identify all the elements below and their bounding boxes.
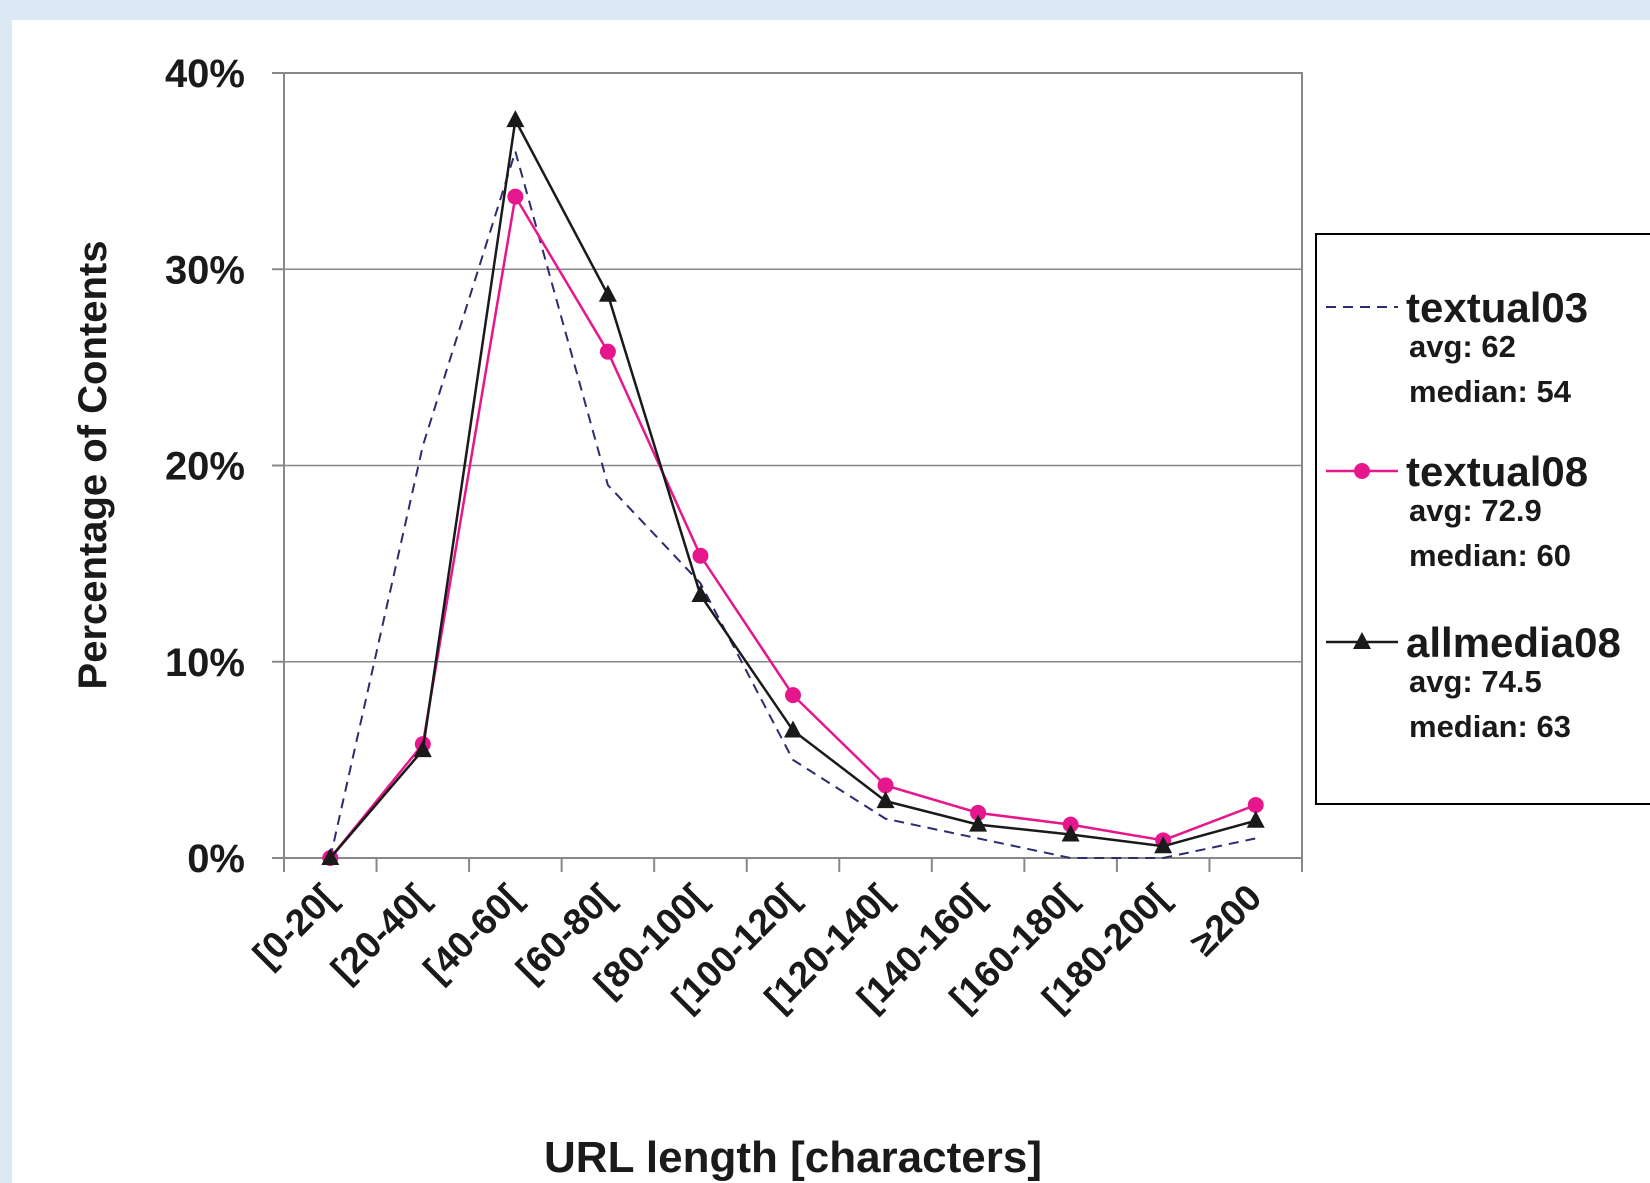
data-point-circle bbox=[507, 188, 524, 205]
y-tick-label: 30% bbox=[165, 248, 245, 292]
y-tick-label: 40% bbox=[165, 52, 245, 96]
data-point-circle bbox=[692, 547, 709, 564]
data-point-triangle bbox=[969, 814, 988, 832]
data-point-triangle bbox=[321, 848, 340, 865]
data-point-triangle bbox=[784, 720, 802, 738]
gridlines bbox=[284, 268, 1302, 663]
data-point-triangle bbox=[876, 791, 895, 809]
data-point-circle bbox=[1354, 463, 1370, 479]
data-point-circle bbox=[599, 343, 616, 360]
y-tick-label: 10% bbox=[165, 641, 245, 685]
legend-avg: avg: 72.9 bbox=[1409, 493, 1542, 528]
data-point-triangle bbox=[691, 585, 710, 603]
data-point-circle bbox=[785, 687, 801, 704]
y-tick-label: 20% bbox=[165, 445, 245, 489]
y-axis: 0% 10% 20% 30% 40% bbox=[165, 52, 284, 881]
data-point-triangle bbox=[1353, 632, 1371, 649]
legend-box bbox=[1315, 233, 1650, 805]
data-point-circle bbox=[1247, 797, 1264, 814]
data-point-circle bbox=[970, 804, 987, 821]
legend-median: median: 54 bbox=[1409, 374, 1572, 409]
data-point-triangle bbox=[1154, 836, 1173, 854]
series-allmedia08 bbox=[321, 110, 1265, 865]
legend-avg: avg: 74.5 bbox=[1409, 664, 1542, 699]
data-point-circle bbox=[877, 777, 894, 794]
series-textual03 bbox=[329, 147, 1256, 859]
y-tick-label: 0% bbox=[187, 837, 245, 881]
data-point-triangle bbox=[598, 284, 617, 302]
legend-series-name: textual03 bbox=[1406, 284, 1588, 331]
legend-series-name: allmedia08 bbox=[1406, 619, 1621, 666]
series-line bbox=[329, 147, 1256, 859]
legend-series-name: textual08 bbox=[1406, 448, 1588, 495]
data-point-triangle bbox=[506, 110, 525, 128]
y-axis-title: Percentage of Contents bbox=[71, 241, 115, 690]
legend-median: median: 63 bbox=[1409, 709, 1571, 744]
data-point-triangle bbox=[413, 740, 432, 758]
data-point-triangle bbox=[1061, 824, 1080, 842]
legend-median: median: 60 bbox=[1409, 538, 1571, 573]
legend-avg: avg: 62 bbox=[1409, 329, 1516, 364]
x-axis-title: URL length [characters] bbox=[544, 1133, 1042, 1182]
series-lines bbox=[321, 110, 1265, 866]
data-point-triangle bbox=[1246, 810, 1265, 828]
